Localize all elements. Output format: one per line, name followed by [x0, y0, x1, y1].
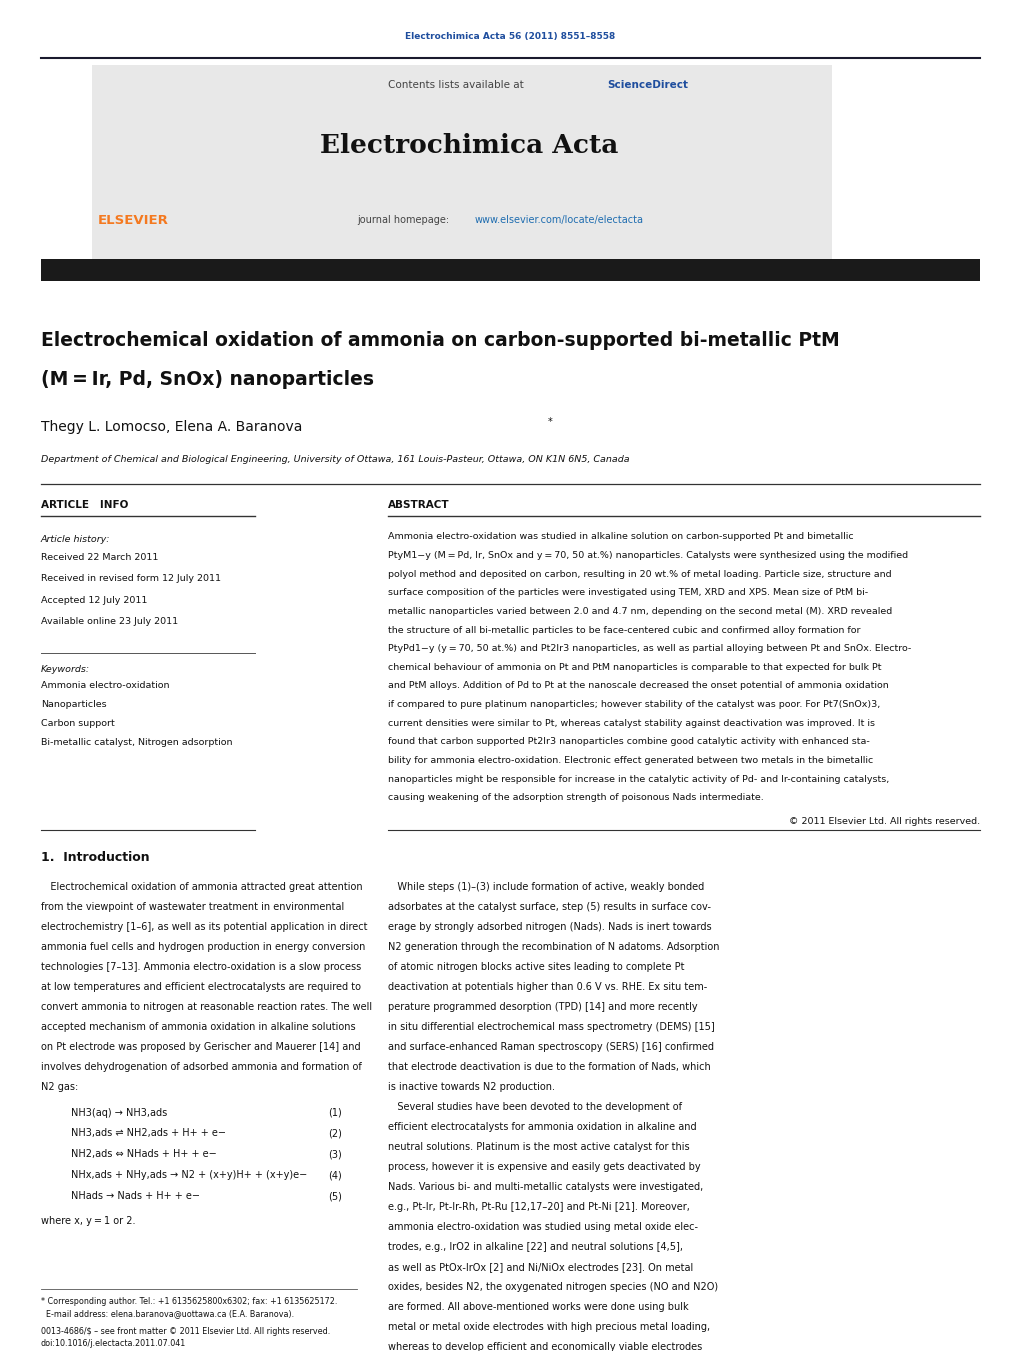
Text: Nads. Various bi- and multi-metallic catalysts were investigated,: Nads. Various bi- and multi-metallic cat… [388, 1182, 703, 1192]
Text: 0013-4686/$ – see front matter © 2011 Elsevier Ltd. All rights reserved.: 0013-4686/$ – see front matter © 2011 El… [41, 1327, 330, 1336]
Text: chemical behaviour of ammonia on Pt and PtM nanoparticles is comparable to that : chemical behaviour of ammonia on Pt and … [388, 663, 881, 671]
Text: Article history:: Article history: [41, 535, 110, 544]
Text: journal homepage:: journal homepage: [357, 215, 452, 226]
Text: deactivation at potentials higher than 0.6 V vs. RHE. Ex situ tem-: deactivation at potentials higher than 0… [388, 982, 708, 992]
Text: causing weakening of the adsorption strength of poisonous Nads intermediate.: causing weakening of the adsorption stre… [388, 793, 764, 802]
Text: NH2,ads ⇔ NHads + H+ + e−: NH2,ads ⇔ NHads + H+ + e− [71, 1150, 217, 1159]
Text: found that carbon supported Pt2Ir3 nanoparticles combine good catalytic activity: found that carbon supported Pt2Ir3 nanop… [388, 738, 870, 746]
Text: Accepted 12 July 2011: Accepted 12 July 2011 [41, 596, 147, 605]
Text: electrochemistry [1–6], as well as its potential application in direct: electrochemistry [1–6], as well as its p… [41, 923, 368, 932]
Text: NHx,ads + NHy,ads → N2 + (x+y)H+ + (x+y)e−: NHx,ads + NHy,ads → N2 + (x+y)H+ + (x+y)… [71, 1170, 307, 1181]
Text: process, however it is expensive and easily gets deactivated by: process, however it is expensive and eas… [388, 1162, 700, 1173]
Text: Nanoparticles: Nanoparticles [41, 700, 106, 709]
Text: NH3(aq) → NH3,ads: NH3(aq) → NH3,ads [71, 1108, 167, 1117]
Text: erage by strongly adsorbed nitrogen (Nads). Nads is inert towards: erage by strongly adsorbed nitrogen (Nad… [388, 923, 712, 932]
Text: (2): (2) [328, 1128, 342, 1139]
Text: Keywords:: Keywords: [41, 665, 90, 674]
Text: perature programmed desorption (TPD) [14] and more recently: perature programmed desorption (TPD) [14… [388, 1002, 697, 1012]
Text: bility for ammonia electro-oxidation. Electronic effect generated between two me: bility for ammonia electro-oxidation. El… [388, 757, 873, 765]
FancyBboxPatch shape [41, 259, 980, 281]
Text: (M = Ir, Pd, SnOx) nanoparticles: (M = Ir, Pd, SnOx) nanoparticles [41, 370, 374, 389]
Text: Electrochimica Acta: Electrochimica Acta [321, 134, 619, 158]
Text: is inactive towards N2 production.: is inactive towards N2 production. [388, 1082, 555, 1092]
Text: nanoparticles might be responsible for increase in the catalytic activity of Pd-: nanoparticles might be responsible for i… [388, 774, 889, 784]
Text: adsorbates at the catalyst surface, step (5) results in surface cov-: adsorbates at the catalyst surface, step… [388, 902, 711, 912]
Text: N2 gas:: N2 gas: [41, 1082, 78, 1092]
Text: are formed. All above-mentioned works were done using bulk: are formed. All above-mentioned works we… [388, 1302, 688, 1312]
Text: polyol method and deposited on carbon, resulting in 20 wt.% of metal loading. Pa: polyol method and deposited on carbon, r… [388, 570, 891, 578]
Text: Received 22 March 2011: Received 22 March 2011 [41, 553, 158, 562]
Text: Thegy L. Lomocso, Elena A. Baranova: Thegy L. Lomocso, Elena A. Baranova [41, 420, 302, 434]
Text: if compared to pure platinum nanoparticles; however stability of the catalyst wa: if compared to pure platinum nanoparticl… [388, 700, 880, 709]
Text: *: * [547, 416, 552, 427]
Text: PtyM1−y (M = Pd, Ir, SnOx and y = 70, 50 at.%) nanoparticles. Catalysts were syn: PtyM1−y (M = Pd, Ir, SnOx and y = 70, 50… [388, 551, 908, 559]
Text: neutral solutions. Platinum is the most active catalyst for this: neutral solutions. Platinum is the most … [388, 1142, 689, 1152]
Text: Electrochemical oxidation of ammonia attracted great attention: Electrochemical oxidation of ammonia att… [41, 882, 362, 892]
Text: involves dehydrogenation of adsorbed ammonia and formation of: involves dehydrogenation of adsorbed amm… [41, 1062, 361, 1073]
Text: of atomic nitrogen blocks active sites leading to complete Pt: of atomic nitrogen blocks active sites l… [388, 962, 684, 973]
Text: Carbon support: Carbon support [41, 719, 114, 728]
Text: from the viewpoint of wastewater treatment in environmental: from the viewpoint of wastewater treatme… [41, 902, 344, 912]
Text: whereas to develop efficient and economically viable electrodes: whereas to develop efficient and economi… [388, 1342, 702, 1351]
Text: Available online 23 July 2011: Available online 23 July 2011 [41, 617, 178, 627]
Text: Bi-metallic catalyst, Nitrogen adsorption: Bi-metallic catalyst, Nitrogen adsorptio… [41, 738, 233, 747]
Text: * Corresponding author. Tel.: +1 6135625800x6302; fax: +1 6135625172.: * Corresponding author. Tel.: +1 6135625… [41, 1297, 337, 1306]
Text: NHads → Nads + H+ + e−: NHads → Nads + H+ + e− [71, 1192, 200, 1201]
Text: at low temperatures and efficient electrocatalysts are required to: at low temperatures and efficient electr… [41, 982, 360, 992]
Text: PtyPd1−y (y = 70, 50 at.%) and Pt2Ir3 nanoparticles, as well as partial alloying: PtyPd1−y (y = 70, 50 at.%) and Pt2Ir3 na… [388, 644, 911, 653]
Text: (1): (1) [329, 1108, 342, 1117]
Text: Contents lists available at: Contents lists available at [388, 80, 527, 91]
Text: technologies [7–13]. Ammonia electro-oxidation is a slow process: technologies [7–13]. Ammonia electro-oxi… [41, 962, 361, 973]
Text: convert ammonia to nitrogen at reasonable reaction rates. The well: convert ammonia to nitrogen at reasonabl… [41, 1002, 372, 1012]
Text: NH3,ads ⇌ NH2,ads + H+ + e−: NH3,ads ⇌ NH2,ads + H+ + e− [71, 1128, 227, 1139]
Text: Ammonia electro-oxidation: Ammonia electro-oxidation [41, 681, 169, 690]
Text: © 2011 Elsevier Ltd. All rights reserved.: © 2011 Elsevier Ltd. All rights reserved… [789, 817, 980, 827]
Text: the structure of all bi-metallic particles to be face-centered cubic and confirm: the structure of all bi-metallic particl… [388, 626, 861, 635]
Text: (4): (4) [329, 1170, 342, 1181]
Text: www.elsevier.com/locate/electacta: www.elsevier.com/locate/electacta [475, 215, 644, 226]
Text: Several studies have been devoted to the development of: Several studies have been devoted to the… [388, 1102, 682, 1112]
Text: Electrochimica Acta 56 (2011) 8551–8558: Electrochimica Acta 56 (2011) 8551–8558 [405, 32, 616, 41]
Text: on Pt electrode was proposed by Gerischer and Mauerer [14] and: on Pt electrode was proposed by Gerische… [41, 1042, 360, 1052]
Text: e.g., Pt-Ir, Pt-Ir-Rh, Pt-Ru [12,17–20] and Pt-Ni [21]. Moreover,: e.g., Pt-Ir, Pt-Ir-Rh, Pt-Ru [12,17–20] … [388, 1202, 690, 1212]
Text: ABSTRACT: ABSTRACT [388, 500, 449, 511]
Text: ammonia electro-oxidation was studied using metal oxide elec-: ammonia electro-oxidation was studied us… [388, 1223, 698, 1232]
Text: oxides, besides N2, the oxygenated nitrogen species (NO and N2O): oxides, besides N2, the oxygenated nitro… [388, 1282, 718, 1292]
Text: surface composition of the particles were investigated using TEM, XRD and XPS. M: surface composition of the particles wer… [388, 588, 868, 597]
Text: current densities were similar to Pt, whereas catalyst stability against deactiv: current densities were similar to Pt, wh… [388, 719, 875, 728]
Text: Ammonia electro-oxidation was studied in alkaline solution on carbon-supported P: Ammonia electro-oxidation was studied in… [388, 532, 854, 542]
Text: and PtM alloys. Addition of Pd to Pt at the nanoscale decreased the onset potent: and PtM alloys. Addition of Pd to Pt at … [388, 681, 888, 690]
Text: 1.  Introduction: 1. Introduction [41, 851, 149, 865]
Text: (5): (5) [328, 1192, 342, 1201]
Text: ScienceDirect: ScienceDirect [607, 80, 688, 91]
Text: ARTICLE   INFO: ARTICLE INFO [41, 500, 129, 511]
Text: doi:10.1016/j.electacta.2011.07.041: doi:10.1016/j.electacta.2011.07.041 [41, 1339, 186, 1348]
Text: N2 generation through the recombination of N adatoms. Adsorption: N2 generation through the recombination … [388, 942, 720, 952]
Text: metallic nanoparticles varied between 2.0 and 4.7 nm, depending on the second me: metallic nanoparticles varied between 2.… [388, 607, 892, 616]
Text: accepted mechanism of ammonia oxidation in alkaline solutions: accepted mechanism of ammonia oxidation … [41, 1023, 355, 1032]
Text: (3): (3) [329, 1150, 342, 1159]
Text: in situ differential electrochemical mass spectrometry (DEMS) [15]: in situ differential electrochemical mas… [388, 1023, 715, 1032]
Text: that electrode deactivation is due to the formation of Nads, which: that electrode deactivation is due to th… [388, 1062, 711, 1073]
Text: Electrochemical oxidation of ammonia on carbon-supported bi-metallic PtM: Electrochemical oxidation of ammonia on … [41, 331, 839, 350]
Text: metal or metal oxide electrodes with high precious metal loading,: metal or metal oxide electrodes with hig… [388, 1323, 710, 1332]
Text: While steps (1)–(3) include formation of active, weakly bonded: While steps (1)–(3) include formation of… [388, 882, 704, 892]
Text: and surface-enhanced Raman spectroscopy (SERS) [16] confirmed: and surface-enhanced Raman spectroscopy … [388, 1042, 714, 1052]
Text: ELSEVIER: ELSEVIER [98, 213, 168, 227]
FancyBboxPatch shape [92, 65, 832, 261]
Text: ammonia fuel cells and hydrogen production in energy conversion: ammonia fuel cells and hydrogen producti… [41, 942, 366, 952]
Text: Department of Chemical and Biological Engineering, University of Ottawa, 161 Lou: Department of Chemical and Biological En… [41, 455, 630, 463]
Text: E-mail address: elena.baranova@uottawa.ca (E.A. Baranova).: E-mail address: elena.baranova@uottawa.c… [41, 1309, 294, 1319]
Text: efficient electrocatalysts for ammonia oxidation in alkaline and: efficient electrocatalysts for ammonia o… [388, 1123, 696, 1132]
Text: Received in revised form 12 July 2011: Received in revised form 12 July 2011 [41, 574, 221, 584]
Text: where x, y = 1 or 2.: where x, y = 1 or 2. [41, 1216, 136, 1227]
Text: trodes, e.g., IrO2 in alkaline [22] and neutral solutions [4,5],: trodes, e.g., IrO2 in alkaline [22] and … [388, 1242, 683, 1252]
Text: as well as PtOx-IrOx [2] and Ni/NiOx electrodes [23]. On metal: as well as PtOx-IrOx [2] and Ni/NiOx ele… [388, 1262, 693, 1273]
